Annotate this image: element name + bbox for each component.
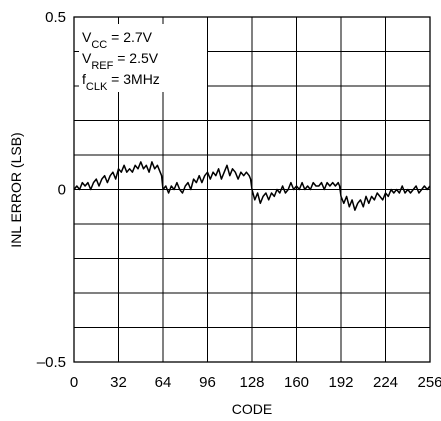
y-tick-label: 0 (58, 182, 66, 199)
x-tick-label: 64 (155, 374, 172, 391)
plot-frame (73, 16, 431, 363)
x-tick-label: 256 (417, 374, 441, 391)
x-tick-label: 32 (110, 374, 127, 391)
y-axis-title: INL ERROR (LSB) (8, 132, 24, 247)
inl-error-series-line (73, 161, 431, 211)
annotation-line-fclk: fCLK = 3MHz (82, 71, 160, 93)
x-tick-labels: 0 32 64 96 128 160 192 224 256 (70, 374, 441, 391)
x-tick-label: 192 (328, 374, 353, 391)
y-tick-label: 0.5 (45, 9, 66, 26)
x-tick-label: 0 (70, 374, 78, 391)
x-tick-label: 96 (199, 374, 216, 391)
annotation-background (79, 24, 207, 92)
x-tick-label: 128 (239, 374, 264, 391)
y-tick-labels: 0.5 0 –0.5 (37, 9, 66, 371)
x-tick-label: 224 (373, 374, 398, 391)
condition-annotation: VCC = 2.7V VREF = 2.5V fCLK = 3MHz (79, 24, 207, 93)
x-tick-label: 160 (284, 374, 309, 391)
annotation-line-vref: VREF = 2.5V (82, 50, 159, 72)
annotation-line-vcc: VCC = 2.7V (82, 29, 153, 51)
y-tick-label: –0.5 (37, 354, 66, 371)
grid-lines (74, 17, 430, 362)
x-axis-title: CODE (232, 401, 272, 417)
